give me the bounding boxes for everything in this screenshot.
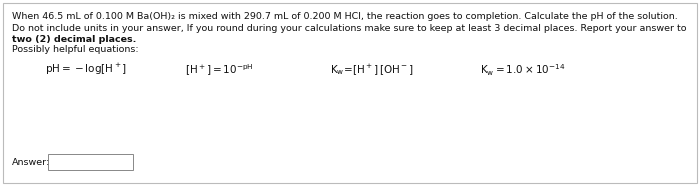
Text: $\mathregular{[H^+] = 10^{-pH}}$: $\mathregular{[H^+] = 10^{-pH}}$ — [185, 62, 253, 78]
Text: Answer:: Answer: — [12, 158, 50, 167]
Text: Possibly helpful equations:: Possibly helpful equations: — [12, 45, 139, 54]
Text: Do not include units in your answer, If you round during your calculations make : Do not include units in your answer, If … — [12, 24, 687, 33]
FancyBboxPatch shape — [48, 154, 133, 170]
Text: $\mathregular{K_w = 1.0 \times 10^{-14}}$: $\mathregular{K_w = 1.0 \times 10^{-14}}… — [480, 62, 566, 78]
Text: When 46.5 mL of 0.100 M Ba(OH)₂ is mixed with 290.7 mL of 0.200 M HCl, the react: When 46.5 mL of 0.100 M Ba(OH)₂ is mixed… — [12, 12, 678, 21]
Text: $\mathregular{K_w\!=\![H^+]\,[OH^-]}$: $\mathregular{K_w\!=\![H^+]\,[OH^-]}$ — [330, 62, 414, 77]
FancyBboxPatch shape — [3, 3, 697, 183]
Text: $\mathregular{pH = -log[H^+]}$: $\mathregular{pH = -log[H^+]}$ — [45, 62, 127, 77]
Text: two (2) decimal places.: two (2) decimal places. — [12, 35, 136, 44]
